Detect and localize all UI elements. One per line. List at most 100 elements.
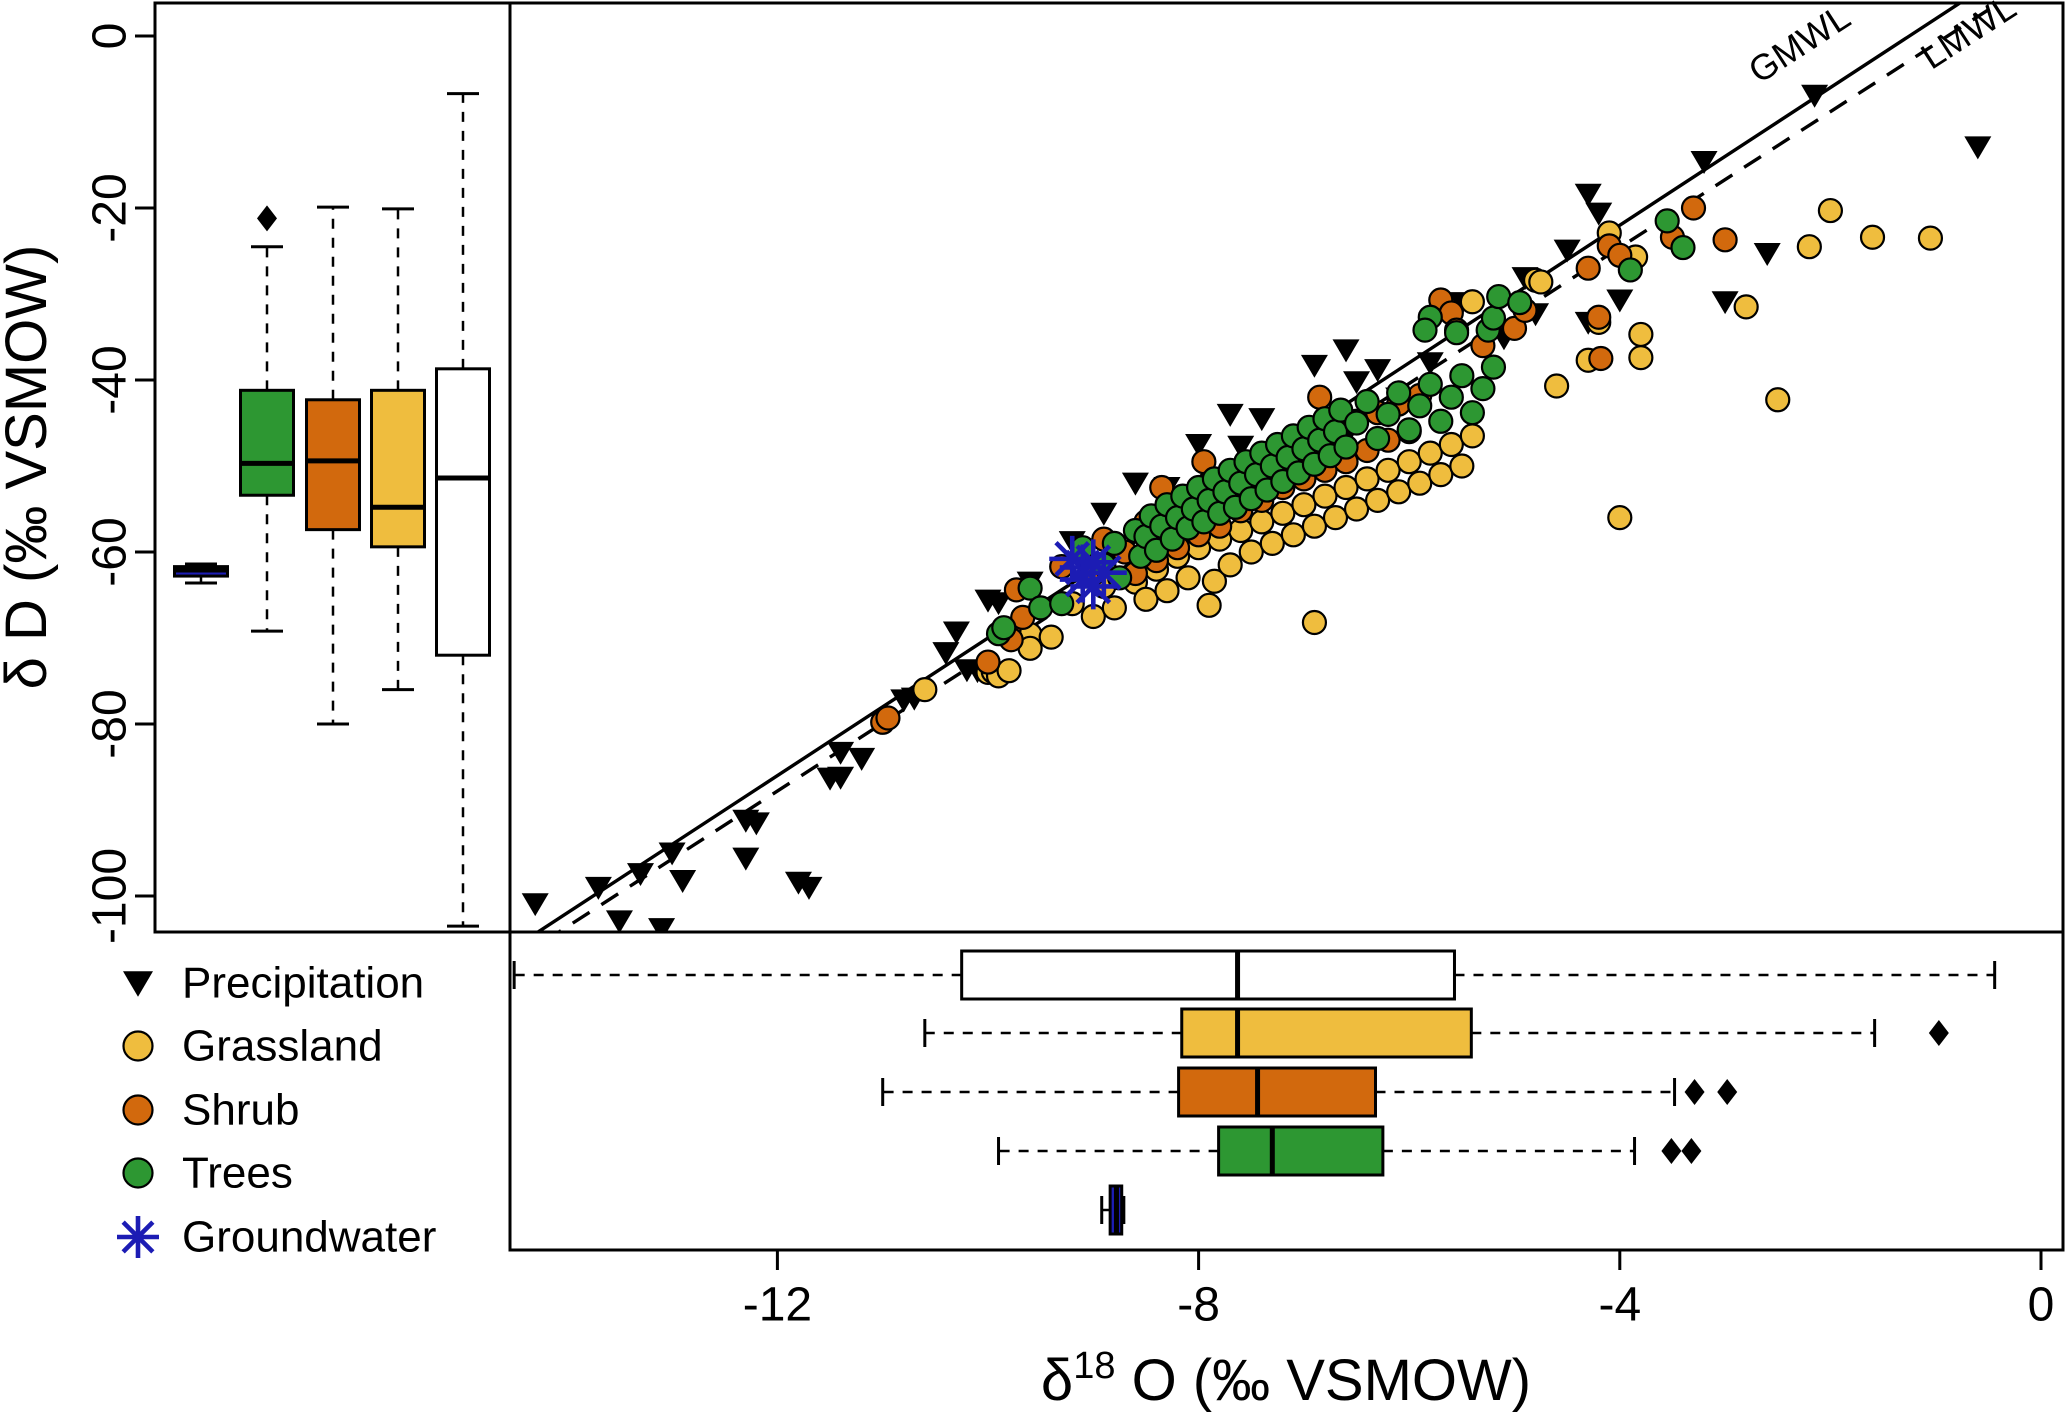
scatter-point-grassland (1544, 373, 1570, 399)
scatter-point-trees (1480, 354, 1507, 380)
scatter-point-grassland (1628, 321, 1654, 348)
legend-item-trees: Trees (122, 1149, 293, 1198)
scatter-point-precipitation (584, 876, 612, 900)
bottom-d18O-panel-border (508, 930, 2065, 1252)
scatter-point-grassland (1343, 496, 1370, 522)
scatter-point-grassland (1322, 504, 1349, 531)
dD-boxplot-trees (239, 205, 295, 633)
scatter-point-precipitation (658, 842, 686, 866)
scatter-point-trees (1017, 575, 1043, 601)
scatter-point-precipitation (848, 747, 876, 771)
scatter-point-grassland (996, 658, 1022, 684)
scatter-point-precipitation (1606, 289, 1634, 313)
scatter-point-grassland (1396, 449, 1422, 475)
scatter-point-trees (1443, 320, 1470, 346)
outlier-trees (257, 205, 277, 232)
scatter-point-precipitation (1553, 239, 1581, 263)
scatter-point-grassland (1765, 387, 1791, 413)
outlier-trees (1661, 1138, 1682, 1164)
outlier-trees (1681, 1138, 1702, 1164)
scatter-point-grassland (1733, 294, 1759, 320)
scatter-point-trees (1396, 417, 1422, 443)
scatter-point-precipitation (932, 642, 960, 666)
outlier-shrub (1717, 1079, 1738, 1105)
scatter-point-trees (1375, 401, 1401, 427)
scatter-point-trees (1480, 305, 1507, 331)
scatter-point-trees (1449, 363, 1475, 389)
scatter-point-grassland (1817, 197, 1844, 224)
main-scatter-panel-content (521, 3, 2002, 932)
box-grassland (1180, 1007, 1473, 1059)
scatter-point-grassland (1859, 224, 1886, 250)
legend-item-precipitation: Precipitation (123, 959, 424, 1008)
scatter-point-trees (1438, 384, 1464, 410)
x-tick-label: -4 (1598, 1279, 1641, 1332)
scatter-point-precipitation (1090, 502, 1118, 526)
scatter-point-precipitation (1248, 408, 1276, 432)
legend-precipitation-icon (123, 971, 153, 997)
box-grassland (370, 388, 426, 549)
scatter-point-precipitation (742, 812, 770, 836)
scatter-point-grassland (1354, 466, 1380, 492)
y-tick-label: 0 (84, 23, 137, 50)
box-precipitation (435, 367, 491, 657)
scatter-point-precipitation (827, 766, 855, 790)
scatter-point-precipitation (627, 863, 655, 887)
scatter-point-precipitation (605, 910, 633, 932)
scatter-point-precipitation (669, 869, 697, 893)
scatter-point-trees (1333, 434, 1359, 460)
scatter-point-trees (1470, 376, 1496, 402)
legend-grassland-icon (122, 1030, 154, 1062)
d18O-boxplot-grassland (923, 1007, 1949, 1059)
scatter-point-shrub (1712, 227, 1738, 253)
scatter-point-precipitation (1416, 352, 1444, 376)
scatter-point-trees (1343, 410, 1370, 436)
box-trees (239, 388, 295, 497)
legend-shrub-icon (122, 1094, 154, 1126)
y-tick-label: -100 (84, 848, 137, 944)
scatter-point-grassland (1407, 470, 1433, 496)
scatter-point-grassland (1154, 578, 1180, 604)
scatter-point-grassland (1217, 552, 1243, 578)
scatter-point-trees (1028, 595, 1054, 621)
scatter-point-shrub (1307, 384, 1333, 410)
legend-precipitation-label: Precipitation (182, 959, 424, 1008)
scatter-point-shrub (1586, 304, 1612, 330)
outlier-shrub (1684, 1079, 1705, 1105)
scatter-point-grassland (1280, 522, 1306, 548)
scatter-point-grassland (1249, 509, 1275, 535)
left-dD-boxplots (173, 92, 491, 928)
scatter-point-precipitation (1801, 84, 1829, 108)
axes: 0-20-40-60-80-100-12 -8 -4 0δ D (‰ VSMOW)δ1… (0, 23, 2054, 1413)
scatter-point-grassland (1607, 504, 1633, 531)
scatter-point-precipitation (1343, 371, 1371, 395)
scatter-point-precipitation (732, 847, 760, 871)
scatter-point-grassland (1133, 586, 1159, 612)
y-tick-label: -80 (84, 689, 137, 758)
scatter-point-trees (1617, 257, 1643, 283)
scatter-point-precipitation (1964, 136, 1992, 160)
legend-item-shrub: Shrub (122, 1086, 299, 1135)
scatter-point-grassland (1417, 440, 1443, 466)
scatter-point-precipitation (1585, 202, 1613, 226)
scatter-point-grassland (1196, 592, 1222, 618)
dD-boxplot-shrub (305, 205, 361, 726)
x-tick-label: -12 (743, 1279, 812, 1332)
scatter-point-grassland (1238, 539, 1264, 565)
scatter-point-trees (1407, 393, 1433, 419)
scatter-point-precipitation (985, 592, 1013, 616)
outlier-grassland (1928, 1020, 1949, 1046)
x-tick-label: -8 (1177, 1279, 1220, 1332)
scatter-point-grassland (1312, 483, 1338, 509)
scatter-point-precipitation (1300, 354, 1328, 378)
scatter-point-trees (1417, 371, 1443, 397)
scatter-point-trees (1486, 283, 1512, 310)
d18O-boxplot-groundwater (1100, 1184, 1126, 1236)
scatter-point-trees (1654, 208, 1680, 234)
scatter-point-trees (1365, 425, 1391, 452)
scatter-point-shrub (1588, 345, 1614, 372)
x-tick-label: 0 (2028, 1279, 2055, 1332)
scatter-point-grassland (1438, 431, 1464, 458)
scatter-point-grassland (1459, 289, 1485, 315)
